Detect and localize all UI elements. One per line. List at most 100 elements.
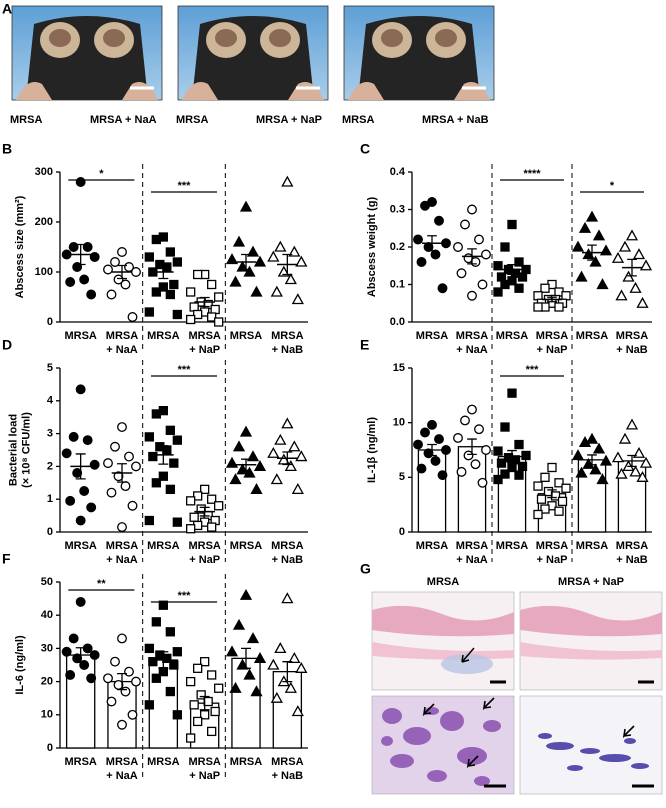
mouse-body [192,16,314,100]
x-tick-label: + NaP [189,770,220,782]
data-point [239,200,253,212]
y-axis-label: Abscess weight (g) [366,197,378,298]
data-point [79,486,90,496]
data-point [239,588,253,600]
mouse-limbs [182,82,324,100]
data-point [75,596,86,607]
error-bar [282,661,293,683]
x-tick-label: + NaA [106,554,138,566]
data-point [274,433,287,445]
data-point [120,279,131,290]
abscess [269,29,291,47]
stained-cells [390,754,414,768]
data-point [82,435,93,446]
epidermis [372,605,514,637]
data-point [625,229,639,241]
photo-label: MRSA + NaA [90,114,157,126]
significance-label: * [99,168,104,180]
data-point [416,463,427,474]
data-point [281,417,294,429]
significance-label: *** [178,590,192,602]
stained-cells [381,736,393,746]
stained-cells [483,720,501,732]
photo-label: MRSA [176,114,208,126]
data-point [225,253,239,265]
panel-letter: C [360,141,370,157]
data-point [68,633,79,644]
data-point [75,384,86,395]
data-point [106,487,117,498]
data-point [611,451,625,463]
data-point [270,285,283,297]
data-point [236,463,249,475]
data-point [585,432,599,444]
x-tick-label: MRSA [188,540,220,552]
data-point [493,446,503,456]
data-point [127,709,138,720]
data-point [110,441,120,452]
data-point [413,439,423,450]
y-tick-label: 0 [47,316,53,328]
data-point [557,496,568,507]
data-point [232,618,246,630]
data-point [493,474,503,485]
data-point [578,221,592,233]
data-point [481,445,491,455]
y-axis-label: IL-6 (ng/ml) [14,635,26,695]
significance-label: *** [526,364,540,376]
error-bar [627,454,637,468]
data-point [434,215,444,226]
data-point [611,251,625,263]
stained-cells [624,738,636,744]
data-point [507,388,517,398]
x-tick-label: MRSA [456,330,488,342]
data-point [225,645,239,657]
data-point [496,458,507,468]
data-point [430,455,441,466]
data-point [295,661,308,673]
stained-cells [474,776,490,786]
data-point [65,670,76,680]
data-point [246,245,260,257]
data-point [514,439,524,450]
data-point [481,249,491,260]
mean-bar [65,654,96,749]
data-point [186,287,196,297]
data-point [151,409,161,419]
data-point [625,418,639,430]
data-point [540,504,550,514]
data-point [229,275,242,287]
x-tick-label: MRSA [496,330,528,342]
data-point [540,283,550,293]
data-point [162,262,172,272]
y-tick-label: 40 [41,609,53,621]
error-bar [75,647,86,663]
data-point [517,272,528,282]
data-point [89,459,100,470]
data-point [571,449,585,461]
y-tick-label: 0.1 [390,278,405,290]
data-point [151,617,161,627]
data-point [467,290,477,301]
data-point [456,466,467,477]
data-point [86,289,97,300]
data-point [193,663,203,673]
x-tick-label: MRSA [188,756,220,768]
data-point [250,285,263,297]
data-point [288,652,301,664]
photo-label: MRSA [342,114,374,126]
data-point [232,440,246,452]
data-point [585,210,599,222]
error-bar [507,263,517,276]
error-bar [282,451,293,466]
arrow [482,697,495,711]
stained-cells [599,754,631,762]
data-point [79,274,90,285]
mean-bar [457,446,487,533]
data-point [189,700,199,710]
data-point [165,247,175,257]
stained-cells [538,733,552,739]
data-point [533,481,543,491]
x-tick-label: MRSA [230,540,262,552]
data-point [207,312,217,322]
